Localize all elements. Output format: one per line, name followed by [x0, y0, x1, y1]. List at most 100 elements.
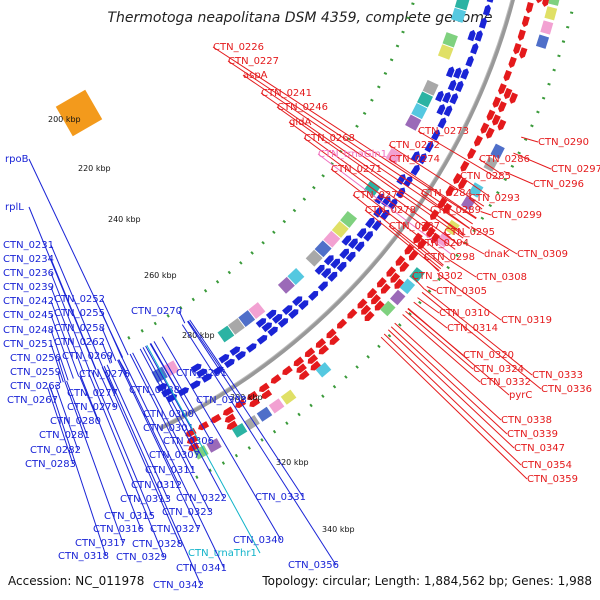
forward-gene-arrow: [347, 308, 358, 319]
leader-line: [118, 359, 180, 486]
gene-label-ctn_0285: CTN_0285: [460, 171, 511, 182]
cog-block: [277, 276, 295, 294]
backbone-highlight: [158, 0, 512, 428]
cog-block: [535, 34, 550, 49]
leader-line: [470, 226, 518, 255]
reverse-gene-arrow: [363, 231, 374, 242]
cog-block: [268, 398, 285, 414]
reverse-gene-arrow: [381, 196, 391, 207]
leader-line: [153, 341, 212, 442]
leader-line: [276, 106, 464, 239]
gene-label-ctn_0333: CTN_0333: [532, 370, 583, 381]
gene-label-ctn_0283: CTN_0283: [25, 459, 76, 470]
gene-label-ctn_0315: CTN_0315: [104, 511, 155, 522]
reverse-gene-arrow: [431, 129, 441, 141]
leader-line: [388, 144, 485, 207]
leader-line: [330, 168, 449, 260]
gene-label-ctn_trnathr1: CTN_trnaThr1: [188, 548, 257, 559]
cog-block: [483, 156, 498, 172]
forward-gene-arrow: [282, 365, 293, 376]
leader-line: [101, 366, 181, 545]
forward-gene-arrow: [497, 119, 507, 131]
forward-gene-arrow: [508, 56, 517, 68]
reverse-gene-arrow: [467, 29, 476, 42]
gene-label-ctn_0336: CTN_0336: [541, 384, 592, 395]
gene-label-ctn_0314: CTN_0314: [447, 323, 498, 334]
forward-gene-arrow: [380, 283, 391, 294]
tick-label: 320 kbp: [276, 458, 309, 467]
gene-label-ctn_0317: CTN_0317: [75, 538, 126, 549]
reverse-gene-arrow: [436, 104, 446, 116]
forward-gene-arrow: [408, 250, 419, 261]
reverse-gene-arrow: [341, 235, 352, 246]
gene-label-ctn_0255: CTN_0255: [54, 308, 105, 319]
gene-label-ctn_0274: CTN_0274: [389, 154, 440, 165]
leader-line: [57, 357, 66, 382]
leader-line: [103, 365, 202, 586]
leader-line: [132, 352, 194, 471]
gene-label-ctn_0246: CTN_0246: [277, 102, 328, 113]
gene-label-ctn_0267: CTN_0267: [7, 395, 58, 406]
cog-block: [305, 249, 323, 267]
forward-gene-arrow: [270, 374, 282, 384]
forward-gene-arrow: [480, 122, 490, 134]
reverse-gene-arrow: [245, 343, 257, 353]
leader-line: [50, 244, 103, 367]
leader-line: [468, 197, 483, 210]
gene-label-ctn_0259: CTN_0259: [10, 367, 61, 378]
forward-gene-arrow: [307, 354, 319, 364]
cog-block: [399, 278, 416, 295]
forward-gene-arrow: [390, 272, 401, 283]
forward-gene-arrow: [326, 328, 337, 339]
leader-line: [388, 225, 442, 270]
gene-label-dnak: dnaK: [484, 249, 510, 260]
leader-line: [480, 211, 492, 216]
leader-line: [387, 329, 515, 449]
leader-line: [97, 368, 116, 408]
gene-label-ctn_0282: CTN_0282: [30, 445, 81, 456]
gene-label-glda: gldA: [289, 117, 311, 128]
leader-line: [437, 272, 502, 321]
forward-gene-arrow: [485, 127, 495, 139]
gene-label-ctn_0236: CTN_0236: [3, 268, 54, 279]
reverse-gene-arrow: [339, 248, 350, 259]
gene-label-ctn_0287: CTN_0287: [389, 221, 440, 232]
reverse-gene-arrow: [435, 90, 444, 102]
tick-label: 240 kbp: [108, 215, 141, 224]
gene-label-ctn_0278: CTN_0278: [365, 205, 416, 216]
forward-gene-arrow: [460, 160, 470, 172]
leader-line: [405, 310, 474, 370]
cog-block: [287, 268, 305, 285]
cog-block: [544, 6, 558, 21]
gene-label-ctn_0262: CTN_0262: [54, 337, 105, 348]
leader-line: [64, 381, 124, 544]
reverse-gene-arrow: [373, 207, 383, 218]
reverse-gene-arrow: [317, 281, 328, 292]
reverse-gene-arrow: [314, 264, 325, 275]
cog-block: [380, 300, 396, 317]
leader-line: [417, 242, 444, 266]
leader-line: [161, 336, 282, 541]
gene-label-ctn_0340: CTN_0340: [233, 535, 284, 546]
reverse-gene-arrow: [265, 309, 277, 320]
leader-line: [150, 343, 192, 415]
gene-label-ctn_0329: CTN_0329: [116, 552, 167, 563]
gene-label-ctn_0269: CTN_0269: [62, 351, 113, 362]
reverse-gene-arrow: [218, 354, 230, 364]
gene-label-ctn_0293: CTN_0293: [469, 193, 520, 204]
reverse-gene-arrow: [189, 380, 201, 390]
leader-line: [56, 384, 59, 387]
reverse-gene-arrow: [256, 334, 268, 345]
forward-gene-arrow: [503, 87, 513, 100]
forward-gene-arrow: [318, 344, 330, 355]
gene-labels: CTN_0226 CTN_0227 aspA CTN_0241 CTN_0246 gldA…: [3, 42, 600, 591]
cog-block: [454, 0, 470, 11]
cog-block: [468, 182, 484, 198]
leader-line: [388, 158, 477, 219]
leader-line: [352, 194, 444, 267]
forward-gene-arrow: [198, 421, 210, 431]
forward-gene-arrow: [329, 335, 340, 345]
cog-block: [314, 240, 332, 258]
leader-line: [521, 136, 539, 143]
